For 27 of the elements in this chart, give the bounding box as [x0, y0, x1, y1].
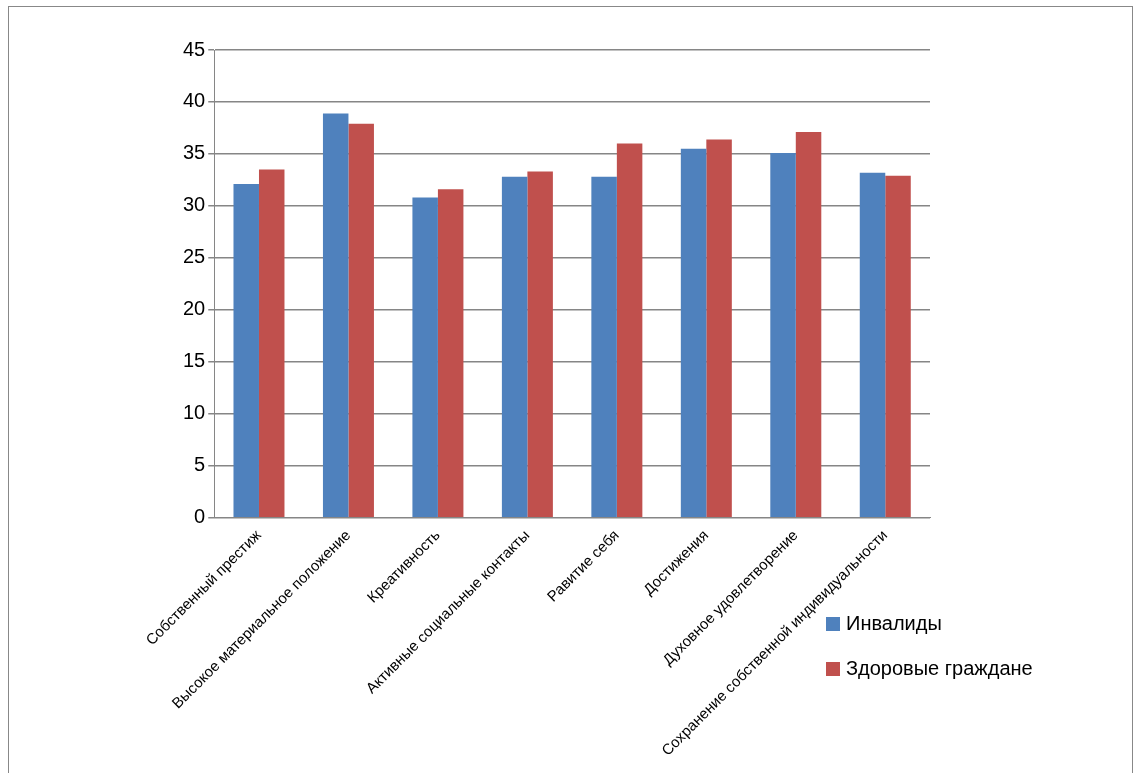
bar — [859, 172, 886, 517]
y-tick-label: 10 — [183, 401, 206, 424]
bar — [258, 169, 285, 517]
bar — [412, 197, 438, 517]
y-tick-label: 25 — [183, 245, 206, 268]
y-tick-label: 20 — [183, 297, 206, 320]
bar — [591, 176, 617, 517]
bar — [348, 123, 374, 517]
bar — [437, 189, 464, 517]
y-tick-label: 40 — [183, 89, 206, 112]
bar — [706, 139, 732, 517]
bar — [501, 176, 528, 517]
bar — [322, 113, 349, 517]
legend-label: Здоровые граждане — [846, 657, 1033, 680]
bar — [885, 175, 911, 517]
bar — [770, 152, 796, 517]
y-tick-label: 30 — [183, 193, 206, 216]
bar — [233, 184, 259, 517]
y-tick-label: 45 — [183, 37, 206, 60]
bar — [616, 143, 643, 517]
y-tick-label: 35 — [183, 141, 206, 164]
bar — [527, 171, 553, 517]
y-tick-label: 5 — [194, 453, 206, 476]
bar — [795, 132, 822, 517]
y-tick-label: 15 — [183, 349, 206, 372]
y-tick-label: 0 — [194, 505, 206, 528]
bar — [680, 148, 707, 517]
